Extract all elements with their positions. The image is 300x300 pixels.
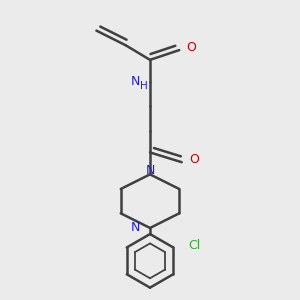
Text: Cl: Cl [188,238,200,251]
Text: O: O [189,153,199,166]
Text: H: H [140,81,148,91]
Text: N: N [145,164,155,177]
Text: N: N [131,75,140,88]
Text: O: O [187,41,196,54]
Text: N: N [131,221,140,235]
